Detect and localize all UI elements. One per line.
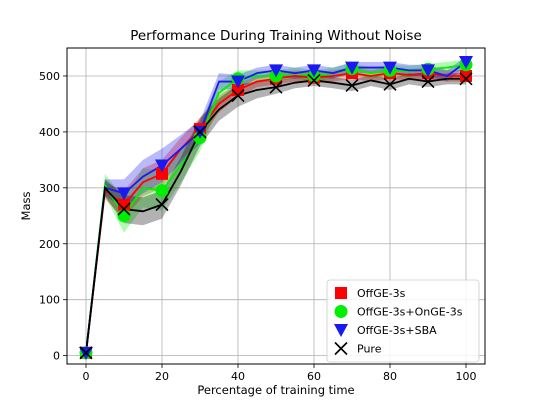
x-marker-stroke (421, 74, 435, 89)
x-tick-label: 60 (307, 370, 321, 383)
x-tick-label: 0 (83, 370, 90, 383)
data-point (117, 187, 131, 201)
data-point (117, 209, 131, 223)
data-point (421, 74, 435, 89)
x-marker-stroke (193, 125, 207, 139)
y-tick-label: 0 (53, 350, 60, 363)
grid (67, 48, 485, 364)
data-point (269, 64, 283, 78)
series-band (86, 73, 466, 362)
data-point (231, 88, 245, 103)
legend-label: OffGE-3s+SBA (357, 324, 437, 337)
data-point (117, 202, 131, 216)
x-marker-stroke (383, 77, 397, 91)
chart-title: Performance During Training Without Nois… (130, 28, 422, 44)
data-point (269, 80, 283, 94)
legend-swatch (334, 305, 348, 318)
data-point (156, 167, 168, 180)
legend-swatch (334, 341, 348, 356)
legend-box (326, 279, 480, 363)
legend-label: OffGE-3s+OnGE-3s (357, 306, 463, 319)
data-point (307, 64, 321, 78)
data-point (383, 61, 397, 75)
x-marker-stroke (307, 73, 321, 88)
data-point (155, 184, 169, 198)
y-tick-label: 500 (39, 70, 60, 83)
x-marker-stroke (459, 72, 473, 86)
x-marker-stroke (155, 198, 169, 212)
data-point (459, 55, 473, 69)
legend-swatch (335, 287, 347, 299)
data-point (193, 125, 207, 139)
y-axis-label: Mass (19, 192, 33, 221)
data-point (307, 73, 321, 88)
x-tick-label: 100 (456, 370, 477, 383)
data-point (79, 346, 93, 360)
data-point (155, 198, 169, 212)
x-tick-label: 20 (155, 370, 169, 383)
series-band (86, 59, 466, 362)
y-tick-label: 100 (39, 294, 60, 307)
confidence-bands (86, 56, 466, 362)
x-marker-stroke (231, 88, 245, 103)
x-tick-label: 80 (383, 370, 397, 383)
data-point (459, 72, 473, 86)
x-tick-label: 40 (231, 370, 245, 383)
x-marker-stroke (334, 341, 348, 356)
plot-frame (66, 47, 486, 365)
series-markers (79, 55, 473, 360)
legend-label: OffGE-3s (357, 287, 406, 300)
data-point (383, 77, 397, 91)
x-axis-label: Percentage of training time (197, 383, 354, 397)
x-marker-stroke (117, 202, 131, 216)
x-marker-stroke (269, 80, 283, 94)
y-tick-label: 200 (39, 238, 60, 251)
data-point (460, 69, 472, 82)
data-point (118, 198, 130, 211)
legend: OffGE-3s OffGE-3s+OnGE-3s OffGE-3s+SBA Pure (326, 279, 480, 363)
legend-swatch (334, 324, 348, 337)
data-point (345, 61, 359, 75)
series-band (86, 67, 466, 362)
y-tick-label: 400 (39, 126, 60, 139)
data-point (345, 78, 359, 93)
x-marker-stroke (79, 346, 93, 360)
data-point (155, 159, 169, 173)
x-marker-stroke (345, 78, 359, 93)
data-point (421, 64, 435, 78)
axis-ticks: 0 20 40 60 80 100 0 100 200 300 400 500 (39, 70, 477, 383)
y-tick-label: 300 (39, 182, 60, 195)
legend-label: Pure (357, 343, 382, 356)
data-point (231, 75, 245, 89)
